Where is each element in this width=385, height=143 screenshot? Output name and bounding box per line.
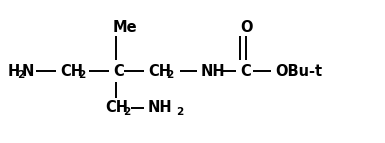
Text: N: N (22, 63, 34, 79)
Text: 2: 2 (123, 107, 130, 117)
Text: NH: NH (148, 101, 172, 116)
Text: NH: NH (201, 63, 226, 79)
Text: CH: CH (148, 63, 171, 79)
Text: CH: CH (105, 101, 128, 116)
Text: 2: 2 (176, 107, 183, 117)
Text: 2: 2 (78, 70, 85, 80)
Text: OBu-t: OBu-t (275, 63, 322, 79)
Text: C: C (113, 63, 124, 79)
Text: H: H (8, 63, 20, 79)
Text: O: O (240, 20, 253, 35)
Text: 2: 2 (17, 70, 24, 80)
Text: CH: CH (60, 63, 83, 79)
Text: C: C (240, 63, 251, 79)
Text: Me: Me (113, 20, 137, 35)
Text: 2: 2 (166, 70, 173, 80)
